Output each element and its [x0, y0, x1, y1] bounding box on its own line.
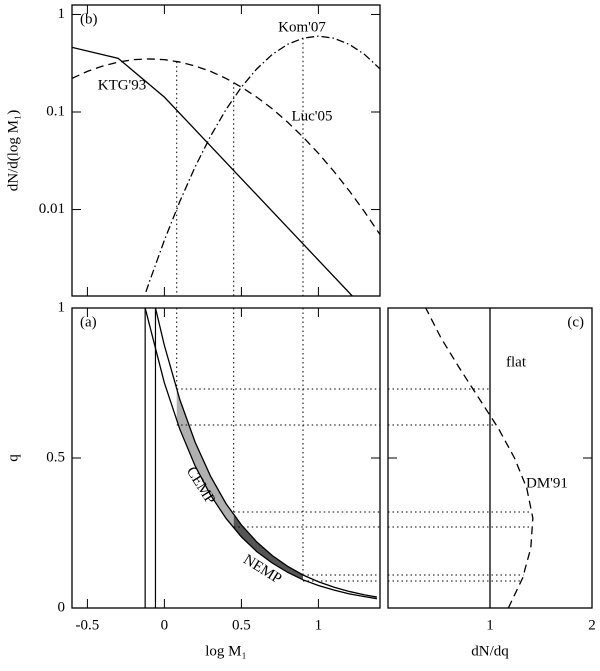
panel-label: (a): [80, 314, 97, 330]
series-line: [72, 46, 353, 296]
series-line: [72, 58, 380, 235]
x-tick-label: 0: [161, 617, 169, 633]
y-tick-label: 0.1: [46, 103, 65, 119]
curve-label: DM'91: [526, 475, 568, 491]
y-tick-label: 1: [58, 299, 66, 315]
region: [233, 514, 303, 580]
x-tick-label: 2: [588, 617, 596, 633]
x-tick-label: 1: [315, 617, 323, 633]
y-tick-label: 0.01: [39, 201, 65, 217]
region-label: NEMP: [240, 552, 284, 588]
curve-label: flat: [506, 354, 527, 370]
plot-area: [144, 308, 380, 608]
y-tick-label: 0: [58, 599, 66, 615]
series-line: [154, 308, 378, 598]
panel-frame: [71, 4, 381, 297]
panel-label: (b): [80, 11, 98, 27]
series-line: [144, 308, 378, 600]
x-axis-label: log M₁: [205, 643, 246, 659]
y-axis-label: q: [5, 454, 21, 462]
y-tick-label: 0.5: [46, 449, 65, 465]
panel-label: (c): [567, 314, 584, 330]
series-line: [145, 35, 380, 293]
curve-label: Luc'05: [291, 108, 332, 124]
x-axis-label: dN/dq: [471, 643, 509, 659]
y-tick-label: 1: [58, 6, 66, 22]
y-axis-label: dN/d(log M₁): [5, 110, 21, 191]
x-tick-label: 0.5: [232, 617, 251, 633]
plot-area: [388, 308, 534, 608]
plot-area: [72, 35, 380, 296]
x-tick-label: 1: [486, 617, 494, 633]
x-tick-label: -0.5: [76, 617, 100, 633]
curve-label: Kom'07: [278, 19, 326, 35]
curve-label: KTG'93: [98, 77, 147, 93]
series-line: [425, 308, 534, 608]
panel-frame: [71, 307, 381, 609]
